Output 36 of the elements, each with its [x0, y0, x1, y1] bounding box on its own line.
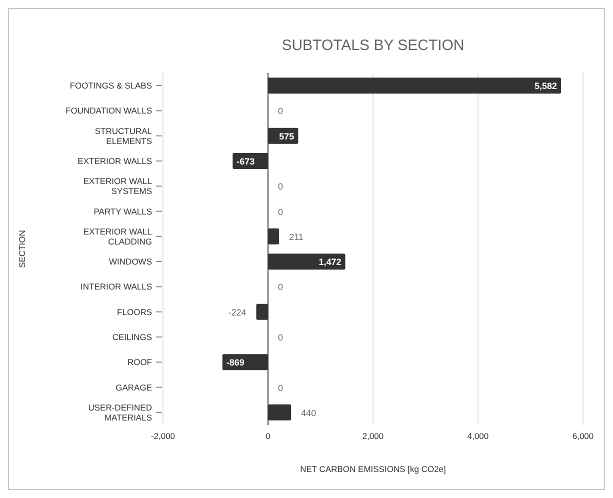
y-tick-label: FOUNDATION WALLS — [66, 106, 152, 116]
data-label: -224 — [228, 307, 246, 318]
data-label: 440 — [301, 408, 316, 418]
data-label: 0 — [278, 382, 284, 393]
data-label: 0 — [278, 106, 284, 116]
x-tick-label: 2,000 — [362, 431, 384, 441]
y-tick-label: INTERIOR WALLS — [80, 282, 152, 292]
y-tick-label: FLOORS — [117, 306, 152, 317]
y-tick-label: EXTERIOR WALL CLADDING — [83, 226, 152, 246]
y-tick-label: EXTERIOR WALL SYSTEMS — [83, 176, 152, 196]
y-tick-label: GARAGE — [116, 382, 152, 392]
data-label: 211 — [289, 232, 304, 242]
y-tick-label: CEILINGS — [112, 332, 152, 342]
data-label: 0 — [278, 282, 284, 292]
y-tick-label: ROOF — [127, 357, 152, 368]
x-tick-label: -2,000 — [150, 431, 176, 441]
data-label: 0 — [278, 332, 284, 342]
data-label: 575 — [279, 131, 294, 142]
y-tick-label: EXTERIOR WALLS — [78, 156, 152, 166]
chart-title: SUBTOTALS BY SECTION — [282, 37, 464, 54]
x-axis-title: NET CARBON EMISSIONS [kg CO2e] — [300, 464, 446, 474]
y-tick-label: STRUCTURAL ELEMENTS — [94, 126, 152, 146]
data-label: -869 — [226, 358, 244, 368]
data-label: 5,582 — [534, 81, 558, 92]
data-label: 1,472 — [318, 257, 342, 268]
x-tick-label: 0 — [266, 431, 271, 441]
y-tick-label: USER-DEFINED MATERIALS — [88, 402, 152, 422]
data-label: 0 — [278, 182, 284, 192]
y-axis-title: SECTION — [17, 230, 27, 268]
y-tick-label: WINDOWS — [109, 256, 152, 267]
x-tick-label: 6,000 — [572, 431, 594, 441]
data-label: 0 — [278, 206, 284, 217]
y-tick-label: PARTY WALLS — [94, 206, 152, 216]
y-tick-label: FOOTINGS & SLABS — [70, 80, 152, 91]
x-tick-label: 4,000 — [467, 431, 489, 441]
data-label: -673 — [236, 156, 255, 166]
